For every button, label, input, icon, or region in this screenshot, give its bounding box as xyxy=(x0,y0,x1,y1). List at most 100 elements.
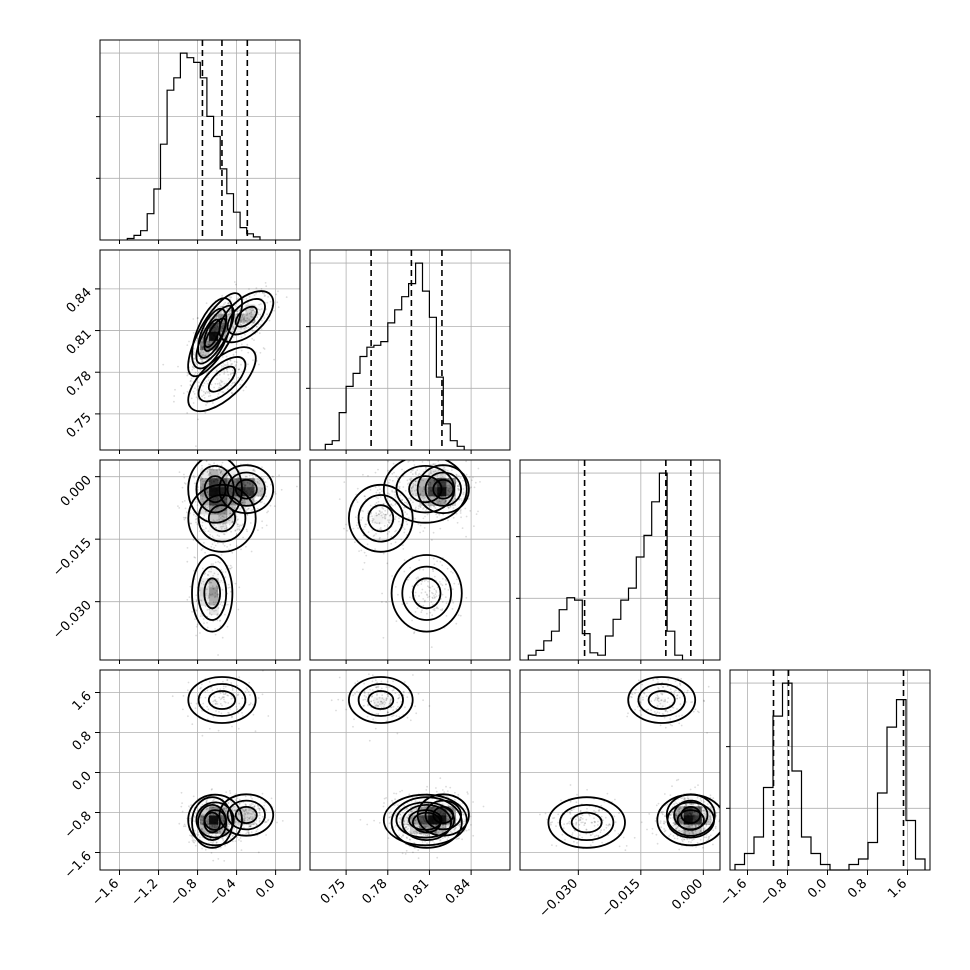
sample-point-2-1-234 xyxy=(381,601,383,603)
sample-point-3-2-202 xyxy=(664,815,667,818)
sample-point-2-1-544 xyxy=(432,470,435,473)
sample-point-1-0-856 xyxy=(214,382,217,385)
sample-point-1-0-132 xyxy=(235,343,238,345)
sample-point-2-1-687 xyxy=(462,488,465,490)
sample-point-2-0-573 xyxy=(214,487,217,490)
sample-point-2-1-699 xyxy=(369,489,372,491)
density-cell-1-0-8-12 xyxy=(209,322,219,333)
sample-point-2-0-290 xyxy=(214,633,217,636)
sample-point-3-0-146 xyxy=(228,712,231,714)
sample-point-2-1-136 xyxy=(474,481,477,484)
sample-point-2-0-43 xyxy=(242,489,245,492)
sample-point-3-1-561 xyxy=(396,667,398,669)
sample-point-3-0-250 xyxy=(243,815,246,818)
sample-point-3-1-20 xyxy=(435,790,438,793)
sample-point-2-0-762 xyxy=(214,596,216,599)
sample-point-3-0-345 xyxy=(255,824,258,826)
sample-point-2-1-566 xyxy=(375,514,378,517)
sample-point-2-1-627 xyxy=(451,588,454,591)
sample-point-1-0-48 xyxy=(195,339,198,342)
sample-point-2-1-734 xyxy=(360,519,362,521)
sample-point-3-0-672 xyxy=(257,805,260,808)
sample-point-2-0-298 xyxy=(207,585,210,588)
sample-point-2-1-721 xyxy=(364,495,366,498)
sample-point-2-1-520 xyxy=(465,515,468,518)
sample-point-2-0-10 xyxy=(237,518,239,521)
sample-point-3-0-820 xyxy=(226,679,229,681)
sample-point-3-0-439 xyxy=(205,820,208,822)
sample-point-1-0-175 xyxy=(207,344,210,346)
sample-point-2-0-75 xyxy=(202,492,205,495)
density-cell-2-0-3-14 xyxy=(227,487,237,497)
sample-point-3-0-609 xyxy=(212,715,215,718)
density-cell-2-0-7-13 xyxy=(218,523,228,534)
sample-point-1-0-724 xyxy=(212,339,215,342)
sample-point-3-1-90 xyxy=(444,836,446,839)
sample-point-1-0-873 xyxy=(247,363,249,366)
sample-point-1-0-879 xyxy=(216,315,218,317)
sample-point-2-1-458 xyxy=(356,487,359,490)
sample-point-2-0-357 xyxy=(219,472,222,474)
sample-point-3-2-173 xyxy=(692,831,695,834)
sample-point-2-0-419 xyxy=(248,488,251,491)
sample-point-3-2-110 xyxy=(662,713,665,716)
sample-point-2-0-188 xyxy=(246,513,249,516)
sample-point-3-0-705 xyxy=(234,818,237,820)
sample-point-2-0-81 xyxy=(217,560,220,563)
sample-point-3-0-436 xyxy=(248,817,251,820)
sample-point-3-0-132 xyxy=(201,813,204,816)
sample-point-2-0-815 xyxy=(211,504,214,507)
sample-point-2-1-594 xyxy=(440,495,443,498)
sample-point-1-0-157 xyxy=(225,355,228,358)
sample-point-3-0-328 xyxy=(197,831,200,834)
sample-point-2-1-564 xyxy=(462,493,465,496)
sample-point-2-1-796 xyxy=(374,471,377,474)
sample-point-2-0-342 xyxy=(214,509,217,511)
sample-point-1-0-232 xyxy=(258,363,260,366)
density-cell-3-1-14-13 xyxy=(428,797,438,807)
sample-point-2-0-778 xyxy=(216,489,219,492)
sample-point-1-0-418 xyxy=(258,303,261,306)
density-cell-2-1-2-13 xyxy=(428,478,438,488)
sample-point-2-1-591 xyxy=(425,508,428,511)
sample-point-2-1-597 xyxy=(445,583,447,585)
sample-point-3-1-267 xyxy=(375,713,378,715)
sample-point-1-0-658 xyxy=(240,319,243,322)
sample-point-3-1-214 xyxy=(386,697,389,700)
sample-point-2-0-854 xyxy=(221,515,224,518)
sample-point-2-1-333 xyxy=(383,524,386,527)
sample-point-3-0-618 xyxy=(207,820,210,823)
sample-point-3-0-815 xyxy=(223,807,226,810)
sample-point-3-0-47 xyxy=(253,805,256,807)
sample-point-3-0-158 xyxy=(213,806,216,808)
sample-point-1-0-589 xyxy=(208,392,211,395)
sample-point-3-0-888 xyxy=(208,815,210,817)
sample-point-3-1-483 xyxy=(406,823,409,826)
sample-point-3-1-342 xyxy=(390,699,392,701)
sample-point-3-1-436 xyxy=(427,825,429,827)
sample-point-2-1-268 xyxy=(450,485,453,488)
sample-point-1-0-672 xyxy=(243,319,246,322)
sample-point-3-1-323 xyxy=(382,706,385,708)
sample-point-3-0-410 xyxy=(224,685,227,688)
sample-point-2-1-196 xyxy=(442,488,444,490)
sample-point-2-0-244 xyxy=(212,480,215,483)
sample-point-3-1-35 xyxy=(410,832,413,835)
sample-point-2-0-231 xyxy=(221,487,224,490)
sample-point-2-1-697 xyxy=(384,517,387,520)
sample-point-2-0-610 xyxy=(215,492,218,495)
sample-point-3-1-56 xyxy=(417,857,420,860)
sample-point-2-1-572 xyxy=(432,592,434,595)
sample-point-3-0-276 xyxy=(201,803,204,806)
sample-point-3-1-156 xyxy=(356,690,358,693)
sample-point-3-0-886 xyxy=(211,825,214,828)
sample-point-2-1-417 xyxy=(464,507,467,510)
sample-point-1-0-444 xyxy=(228,311,231,313)
sample-point-1-0-481 xyxy=(232,325,235,328)
sample-point-1-0-198 xyxy=(254,320,256,323)
sample-point-3-0-677 xyxy=(192,840,195,843)
sample-point-2-1-46 xyxy=(412,460,415,462)
sample-point-1-0-236 xyxy=(220,384,223,387)
sample-point-2-1-45 xyxy=(429,611,432,614)
sample-point-2-1-650 xyxy=(455,622,458,625)
